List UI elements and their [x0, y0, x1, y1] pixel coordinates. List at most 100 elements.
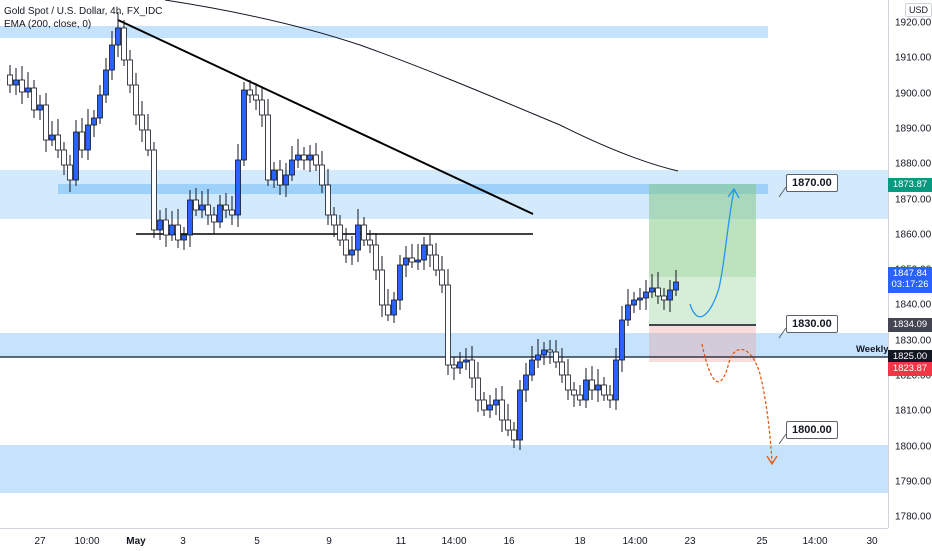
- price-tick: 1790.00: [895, 476, 932, 488]
- candle-body: [133, 84, 139, 116]
- time-tick: 3: [180, 536, 186, 547]
- candle-body: [385, 304, 391, 316]
- callout-pointer-1800: [778, 433, 787, 445]
- symbol-title[interactable]: Gold Spot / U.S. Dollar, 4h, FX_IDC: [4, 6, 163, 17]
- time-tick: 14:00: [802, 536, 828, 547]
- candle-body: [559, 361, 565, 376]
- time-tick: 5: [254, 536, 260, 547]
- candle-body: [91, 117, 97, 126]
- callout-1870[interactable]: 1870.00: [786, 174, 838, 192]
- candle-body: [373, 244, 379, 271]
- position-profit-fill: [649, 184, 756, 277]
- price-tick: 1880.00: [895, 158, 932, 170]
- candle-body: [379, 269, 385, 306]
- candle-body: [619, 319, 625, 361]
- candle-body: [301, 154, 307, 161]
- candle-body: [535, 354, 541, 361]
- entry-price-tag: 1834.09: [888, 318, 932, 332]
- callout-pointer-1870: [778, 186, 787, 198]
- bearish-projection-arrow[interactable]: [701, 343, 773, 463]
- candle-body: [415, 259, 421, 263]
- bar-countdown: 03:17:26: [891, 279, 929, 290]
- bullish-arrow-head: [727, 187, 740, 199]
- candle-body: [505, 419, 511, 431]
- chart-plot-area[interactable]: [0, 0, 888, 528]
- candle-body: [241, 89, 247, 161]
- candle-body: [571, 389, 577, 396]
- candle-body: [445, 284, 451, 366]
- zone-1870: [0, 170, 888, 219]
- callout-1830[interactable]: 1830.00: [786, 315, 838, 333]
- candle-body: [667, 289, 673, 301]
- candle-body: [457, 361, 463, 369]
- candle-body: [625, 304, 631, 321]
- time-tick: May: [126, 536, 146, 547]
- candle-body: [661, 295, 667, 301]
- candle-body: [673, 281, 679, 291]
- position-loss-zone[interactable]: [649, 325, 756, 362]
- candle-body: [397, 264, 403, 301]
- price-tick: 1910.00: [895, 52, 932, 64]
- ema-200-line[interactable]: [164, 0, 679, 172]
- candle-body: [403, 257, 409, 266]
- candle-body: [49, 134, 55, 141]
- weekly-price-tag: 1825.00: [888, 350, 932, 364]
- candle-body: [139, 114, 145, 131]
- candle-body: [97, 94, 103, 119]
- candle-body: [313, 154, 319, 166]
- candle-body: [295, 154, 301, 161]
- candle-body: [595, 384, 601, 391]
- stop-price-tag: 1823.87: [888, 362, 932, 376]
- candle-body: [601, 384, 607, 396]
- time-tick: 18: [574, 536, 586, 547]
- candle-body: [259, 99, 265, 116]
- candle-body: [85, 124, 91, 151]
- price-axis[interactable]: 1920.00 1910.00 1900.00 1890.00 1880.00 1870.…: [888, 0, 932, 528]
- candle-body: [643, 291, 649, 299]
- candle-body: [355, 224, 361, 251]
- position-profit-zone[interactable]: [649, 184, 756, 325]
- currency-label[interactable]: USD: [905, 3, 932, 17]
- time-tick: 30: [866, 536, 878, 547]
- candle-body: [199, 204, 205, 211]
- candle-body: [487, 404, 493, 411]
- candle-body: [469, 359, 475, 379]
- price-tick: 1860.00: [895, 229, 932, 241]
- callout-1800[interactable]: 1800.00: [786, 421, 838, 439]
- time-tick: 27: [34, 536, 46, 547]
- candle-body: [31, 87, 37, 111]
- candle-body: [529, 359, 535, 376]
- price-tick: 1920.00: [895, 17, 932, 29]
- candle-body: [13, 79, 19, 86]
- time-tick: 10:00: [74, 536, 100, 547]
- candle-body: [583, 379, 589, 401]
- weekly-label: Weekly: [856, 344, 889, 355]
- candle-body: [265, 114, 271, 181]
- bearish-arrow-head: [766, 455, 778, 466]
- target-price-tag: 1873.87: [888, 178, 932, 192]
- candle-body: [361, 224, 367, 241]
- candle-body: [511, 429, 517, 441]
- trendline-descending[interactable]: [117, 19, 534, 215]
- candle-body: [637, 297, 643, 301]
- candle-body: [631, 299, 637, 306]
- bullish-projection-arrow[interactable]: [689, 189, 735, 318]
- candle-body: [43, 104, 49, 141]
- candle-body: [187, 199, 193, 236]
- candle-body: [655, 287, 661, 297]
- candle-body: [349, 249, 355, 256]
- time-tick: 14:00: [441, 536, 467, 547]
- candle-body: [553, 351, 559, 363]
- indicator-label[interactable]: EMA (200, close, 0): [4, 19, 92, 30]
- time-axis[interactable]: 27 10:00 May 3 5 9 11 14:00 16 18 14:00 23 25 14:00 30: [0, 528, 888, 551]
- candle-body: [211, 214, 217, 223]
- time-tick: 9: [326, 536, 332, 547]
- candle-body: [253, 94, 259, 101]
- time-tick: 16: [503, 536, 515, 547]
- candle-body: [55, 134, 61, 151]
- zone-1870-inner: [58, 184, 768, 194]
- candle-body: [169, 224, 175, 236]
- candle-body: [103, 69, 109, 96]
- candle-body: [127, 59, 133, 86]
- candle-body: [499, 399, 505, 421]
